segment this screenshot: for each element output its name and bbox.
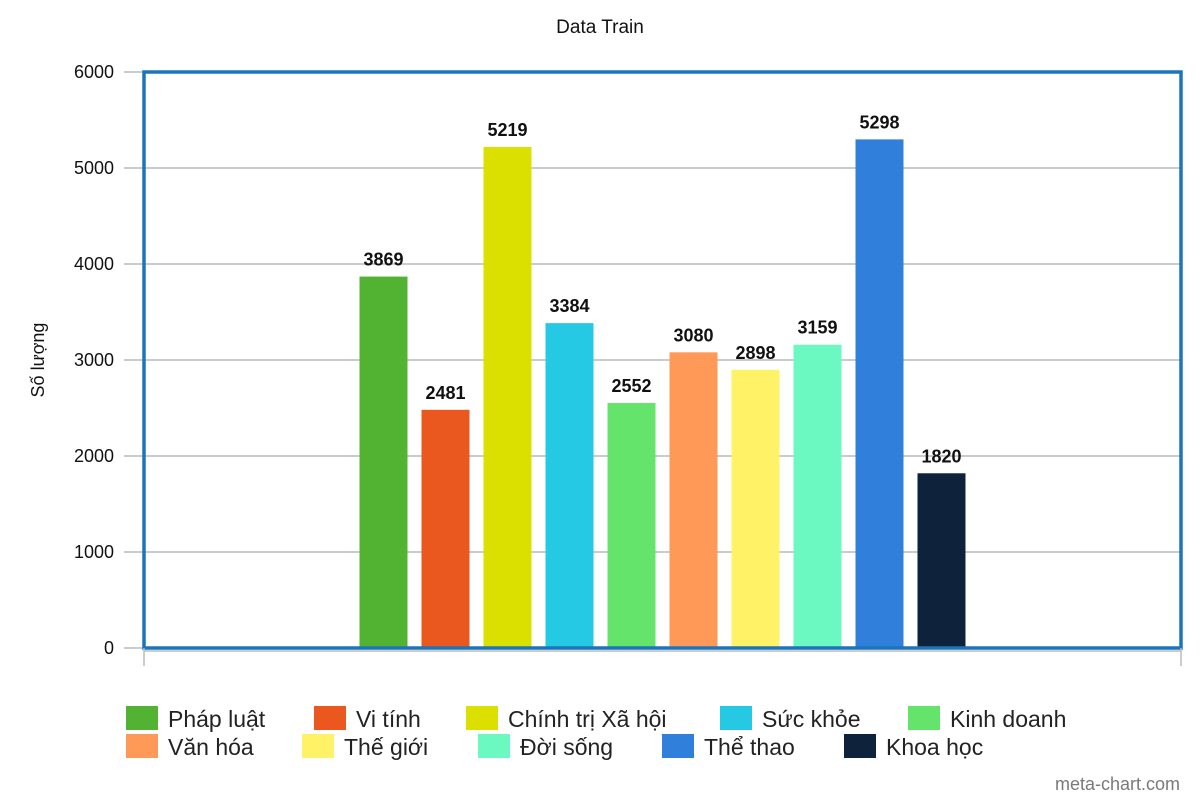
bar: [545, 323, 594, 648]
bar: [917, 473, 966, 648]
plot-frame: [142, 70, 1183, 650]
data-label: 5298: [859, 112, 899, 132]
legend: Pháp luật Vi tính Chính trị Xã hội Sức khỏe…: [126, 706, 1066, 760]
legend-swatch: [720, 706, 752, 730]
legend-swatch: [908, 706, 940, 730]
legend-swatch: [126, 706, 158, 730]
data-label: 2481: [425, 383, 465, 403]
legend-swatch: [844, 734, 876, 758]
legend-swatch: [662, 734, 694, 758]
y-tick-label: 2000: [74, 446, 114, 466]
legend-item: Đời sống: [478, 734, 613, 760]
data-label: 5219: [487, 120, 527, 140]
data-label: 2552: [611, 376, 651, 396]
data-label: 3384: [549, 296, 589, 316]
legend-swatch: [478, 734, 510, 758]
x-axis: [143, 648, 1182, 666]
bar: [359, 276, 408, 648]
legend-swatch: [302, 734, 334, 758]
legend-label: Thể thao: [704, 734, 795, 760]
legend-label: Pháp luật: [168, 706, 266, 732]
legend-item: Sức khỏe: [720, 706, 861, 732]
bar: [607, 403, 656, 648]
legend-item: Thể thao: [662, 734, 795, 760]
bar: [483, 146, 532, 648]
chart-title: Data Train: [556, 17, 644, 38]
y-tick-label: 0: [104, 638, 114, 658]
bar: [855, 139, 904, 648]
legend-item: Kinh doanh: [908, 706, 1066, 732]
legend-label: Đời sống: [520, 734, 613, 760]
y-tick-label: 5000: [74, 158, 114, 178]
data-label: 3080: [673, 325, 713, 345]
legend-item: Vi tính: [314, 706, 421, 732]
y-tick-label: 3000: [74, 350, 114, 370]
y-axis-label: Số lượng: [28, 323, 48, 398]
legend-swatch: [314, 706, 346, 730]
bars: 3869 2481 5219 3384 2552 3080 2898 3159 5298 1820: [359, 112, 966, 648]
y-tick-label: 1000: [74, 542, 114, 562]
watermark: meta-chart.com: [1055, 774, 1180, 794]
legend-label: Vi tính: [356, 706, 421, 732]
legend-swatch: [126, 734, 158, 758]
legend-label: Kinh doanh: [950, 706, 1066, 732]
legend-item: Văn hóa: [126, 734, 254, 760]
legend-item: Chính trị Xã hội: [466, 706, 667, 732]
bar: [669, 352, 718, 648]
legend-item: Khoa học: [844, 734, 983, 760]
y-tick-label: 6000: [74, 62, 114, 82]
legend-label: Văn hóa: [168, 734, 254, 760]
bar: [421, 409, 470, 648]
data-label: 2898: [735, 343, 775, 363]
bar: [731, 369, 780, 648]
grid-lines: [144, 167, 1181, 553]
legend-label: Sức khỏe: [762, 706, 861, 732]
y-tick-label: 4000: [74, 254, 114, 274]
data-label: 1820: [921, 446, 961, 466]
legend-label: Khoa học: [886, 734, 983, 760]
legend-swatch: [466, 706, 498, 730]
legend-label: Chính trị Xã hội: [508, 706, 667, 732]
data-label: 3159: [797, 318, 837, 338]
data-label: 3869: [363, 250, 403, 270]
y-axis-ticks: 0 1000 2000 3000 4000 5000 6000: [74, 62, 144, 658]
legend-label: Thế giới: [344, 734, 428, 760]
bar: [793, 344, 842, 648]
legend-item: Pháp luật: [126, 706, 266, 732]
legend-item: Thế giới: [302, 734, 428, 760]
